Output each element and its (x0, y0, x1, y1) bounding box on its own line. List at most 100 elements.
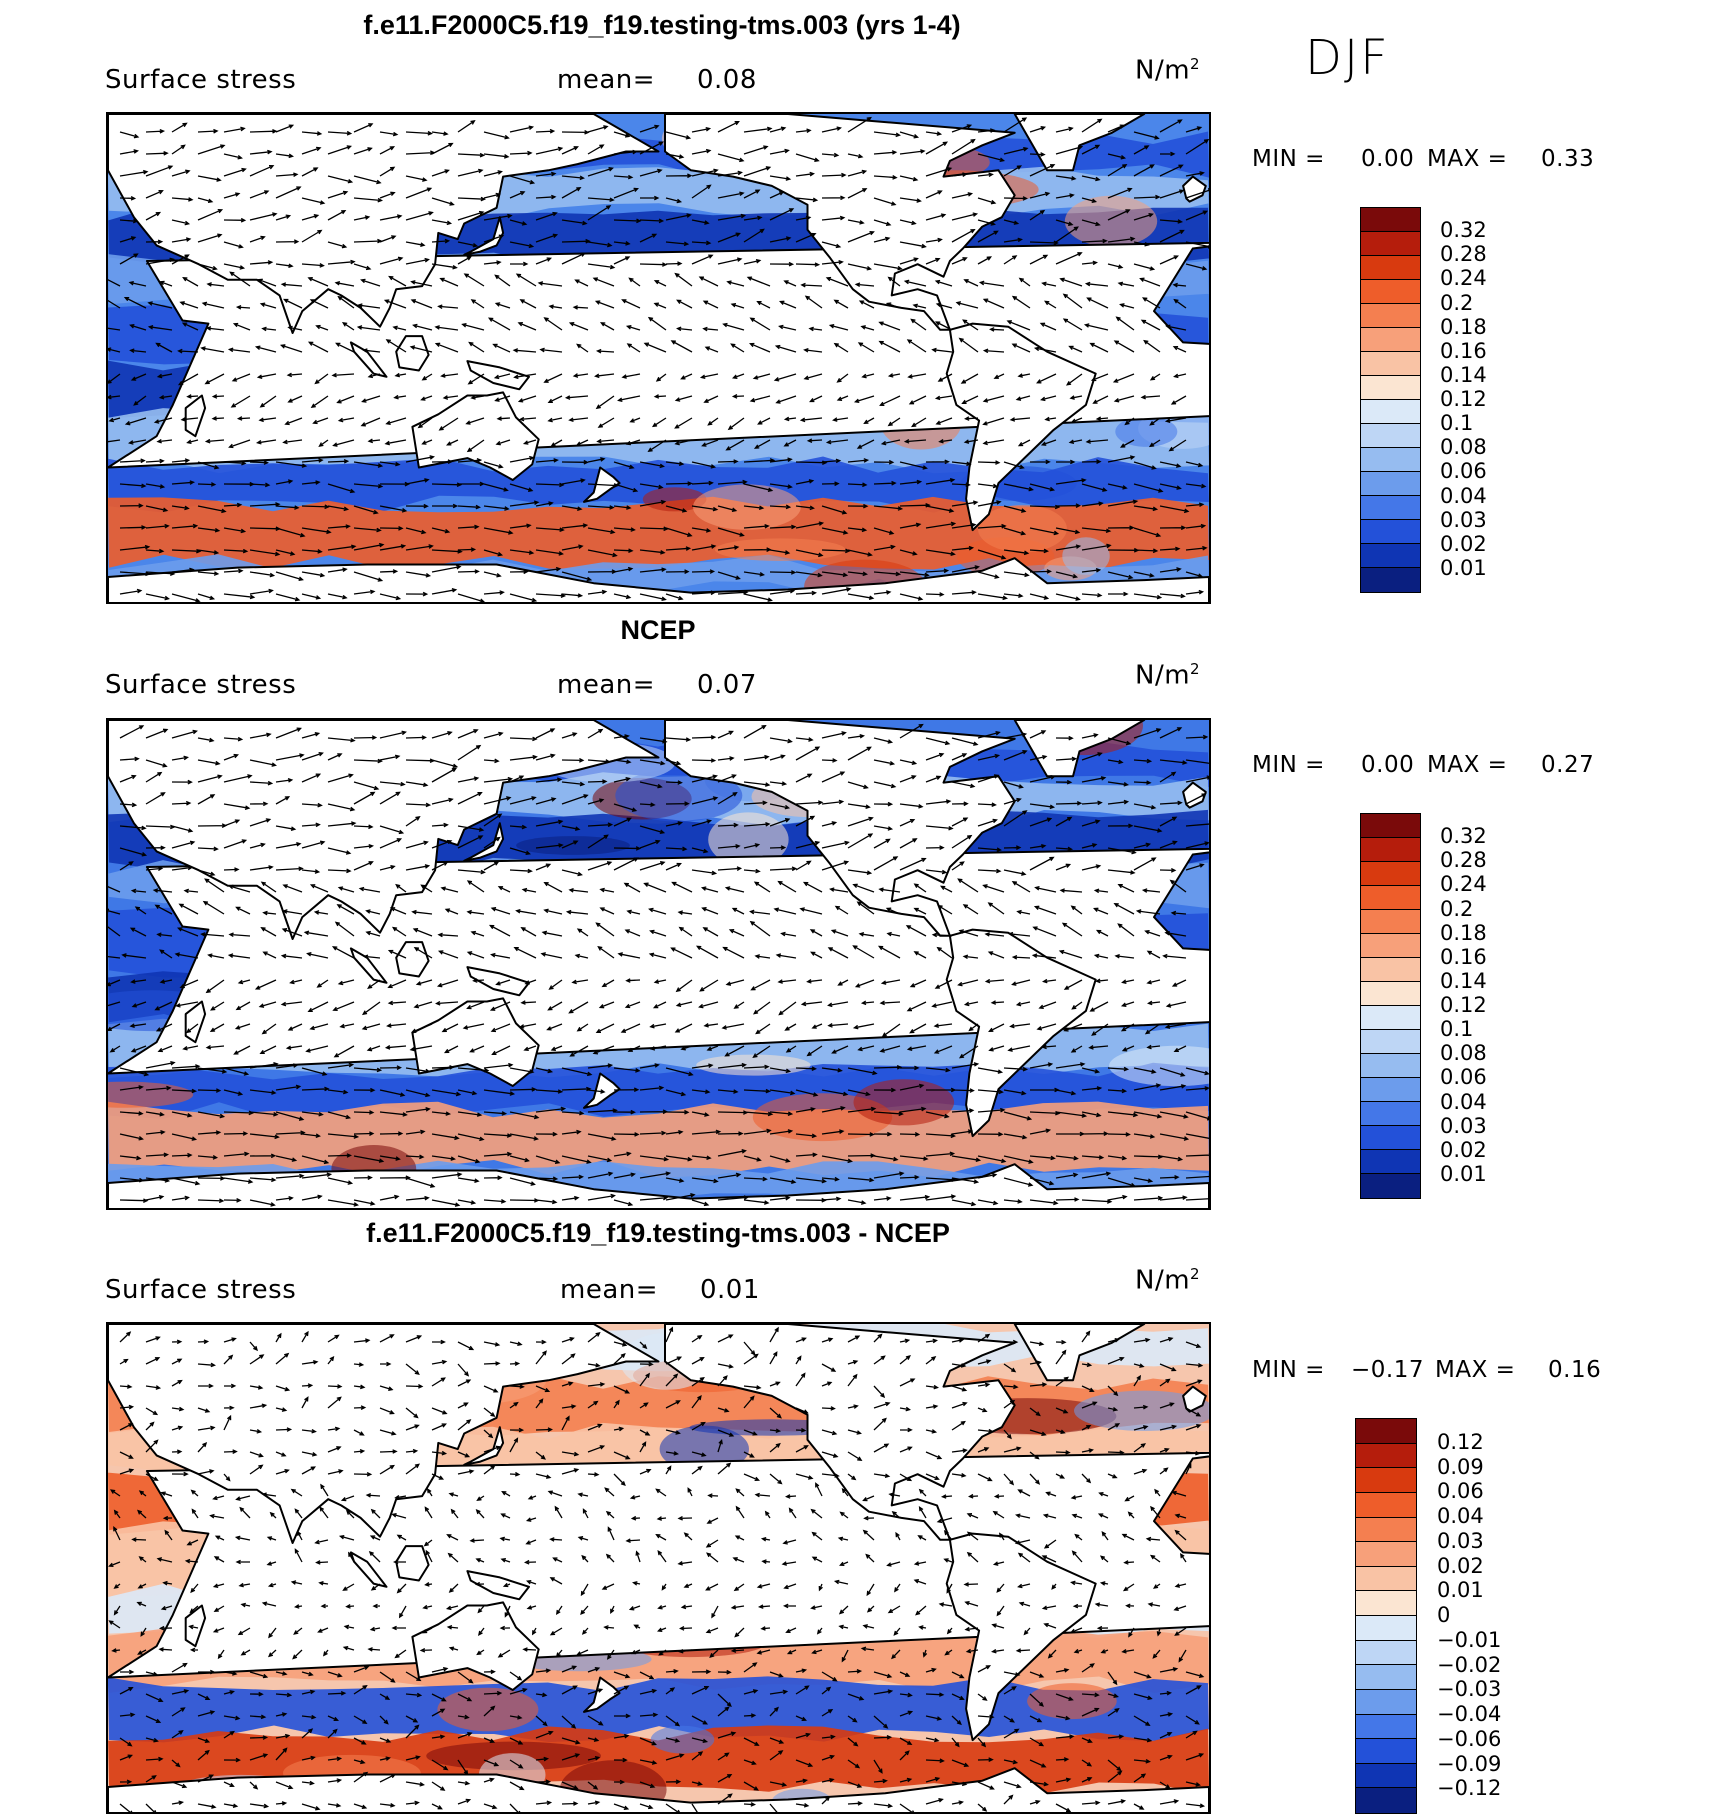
wind-stress-vector-icon (457, 1714, 470, 1720)
wind-stress-vector-icon (561, 478, 586, 485)
wind-stress-vector-icon (937, 373, 953, 382)
wind-stress-vector-icon (599, 322, 615, 331)
wind-stress-vector-icon (633, 1624, 641, 1629)
wind-stress-vector-icon (1023, 1627, 1031, 1636)
colorbar-tick-label: 0.1 (1440, 411, 1474, 436)
wind-stress-vector-icon (405, 591, 429, 597)
wind-stress-vector-icon (1139, 277, 1161, 287)
wind-stress-vector-icon (1133, 241, 1150, 247)
wind-stress-vector-icon (301, 1780, 315, 1786)
wind-stress-vector-icon (847, 1404, 859, 1409)
wind-stress-vector-icon (279, 344, 303, 353)
coastline-namerica (664, 114, 1016, 331)
wind-stress-vector-icon (483, 1429, 494, 1439)
wind-stress-vector-icon (587, 144, 605, 155)
wind-stress-vector-icon (827, 1001, 849, 1008)
wind-stress-vector-icon (119, 1331, 132, 1343)
wind-stress-vector-icon (409, 345, 433, 353)
wind-stress-vector-icon (509, 1759, 524, 1769)
wind-stress-vector-icon (810, 951, 823, 959)
wind-stress-vector-icon (717, 213, 747, 221)
wind-stress-vector-icon (394, 372, 407, 378)
wind-stress-vector-icon (743, 1199, 770, 1205)
wind-stress-vector-icon (405, 802, 432, 808)
wind-stress-vector-icon (1107, 1423, 1121, 1431)
wind-stress-vector-icon (847, 869, 873, 876)
wind-stress-vector-icon (301, 1330, 309, 1343)
wind-stress-vector-icon (535, 843, 564, 849)
wind-stress-vector-icon (599, 907, 615, 915)
wind-stress-vector-icon (431, 1407, 448, 1415)
wind-stress-vector-icon (457, 1379, 472, 1387)
wind-stress-vector-icon (1003, 165, 1022, 177)
colorbar-swatch (1361, 520, 1420, 544)
wind-stress-vector-icon (171, 593, 201, 602)
wind-stress-vector-icon (119, 131, 140, 139)
wind-stress-vector-icon (327, 524, 351, 529)
wind-stress-vector-icon (119, 253, 139, 265)
wind-stress-vector-icon (145, 759, 168, 768)
wind-stress-vector-icon (476, 1495, 485, 1502)
wind-stress-vector-icon (1133, 145, 1150, 155)
wind-stress-vector-icon (119, 1737, 133, 1747)
wind-stress-vector-icon (555, 1605, 563, 1616)
wind-stress-vector-icon (1185, 1781, 1201, 1787)
wind-stress-vector-icon (108, 1023, 121, 1031)
colorbar-tick-label: 0.12 (1440, 993, 1487, 1017)
wind-stress-vector-icon (182, 276, 199, 287)
wind-stress-vector-icon (504, 1605, 511, 1618)
wind-stress-vector-icon (197, 482, 217, 487)
wind-stress-vector-icon (353, 1110, 375, 1115)
wind-stress-vector-icon (420, 395, 433, 401)
wind-stress-vector-icon (249, 732, 272, 739)
wind-stress-vector-icon (717, 1334, 734, 1343)
wind-stress-vector-icon (353, 1715, 368, 1724)
wind-stress-vector-icon (301, 802, 323, 808)
wind-stress-vector-icon (639, 124, 660, 133)
wind-stress-vector-icon (1055, 1429, 1066, 1434)
wind-stress-vector-icon (212, 1583, 225, 1589)
wind-stress-vector-icon (977, 1067, 1004, 1074)
wind-stress-vector-icon (296, 1530, 303, 1541)
wind-stress-vector-icon (119, 1779, 133, 1785)
wind-stress-vector-icon (509, 523, 532, 529)
wind-stress-vector-icon (665, 1803, 681, 1812)
wind-stress-vector-icon (483, 461, 504, 469)
wind-stress-vectors (108, 723, 1209, 1207)
wind-stress-vector-icon (548, 979, 563, 990)
wind-stress-vector-icon (803, 347, 823, 353)
wind-stress-vector-icon (487, 317, 511, 331)
wind-stress-vector-icon (249, 865, 274, 871)
wind-stress-vector-icon (821, 821, 838, 827)
map-plot (106, 718, 1211, 1210)
wind-stress-vector-icon (111, 1648, 121, 1653)
wind-stress-vector-icon (706, 1045, 719, 1051)
wind-stress-vector-icon (162, 1515, 173, 1521)
wind-stress-vector-icon (457, 1363, 470, 1377)
wind-stress-vector-icon (691, 1199, 710, 1207)
wind-stress-vector-icon (1107, 1066, 1130, 1072)
wind-stress-vector-icon (197, 144, 226, 155)
wind-stress-vector-icon (594, 373, 615, 379)
wind-stress-vector-icon (1055, 593, 1081, 601)
wind-stress-vector-icon (717, 479, 748, 485)
wind-stress-vector-icon (535, 1106, 567, 1113)
wind-stress-vector-icon (249, 1451, 264, 1458)
wind-stress-vector-icon (734, 1627, 745, 1638)
wind-stress-vector-icon (769, 1671, 784, 1678)
wind-stress-vector-icon (396, 1583, 407, 1594)
wind-stress-vector-icon (509, 1361, 521, 1366)
wind-stress-vector-icon (197, 1130, 222, 1135)
wind-stress-vector-icon (337, 295, 355, 309)
wind-stress-vector-icon (483, 527, 514, 535)
wind-stress-vector-icon (353, 589, 376, 595)
wind-stress-vector-icon (639, 1171, 672, 1179)
wind-stress-vector-icon (775, 395, 797, 404)
wind-stress-vector-icon (703, 395, 719, 403)
wind-stress-vector-icon (925, 131, 943, 136)
wind-stress-vector-icon (795, 1473, 814, 1480)
wind-stress-vector-icon (327, 803, 356, 812)
wind-stress-vector-icon (181, 322, 199, 331)
wind-stress-vector-icon (1179, 1552, 1187, 1563)
wind-stress-vector-icon (509, 736, 538, 742)
